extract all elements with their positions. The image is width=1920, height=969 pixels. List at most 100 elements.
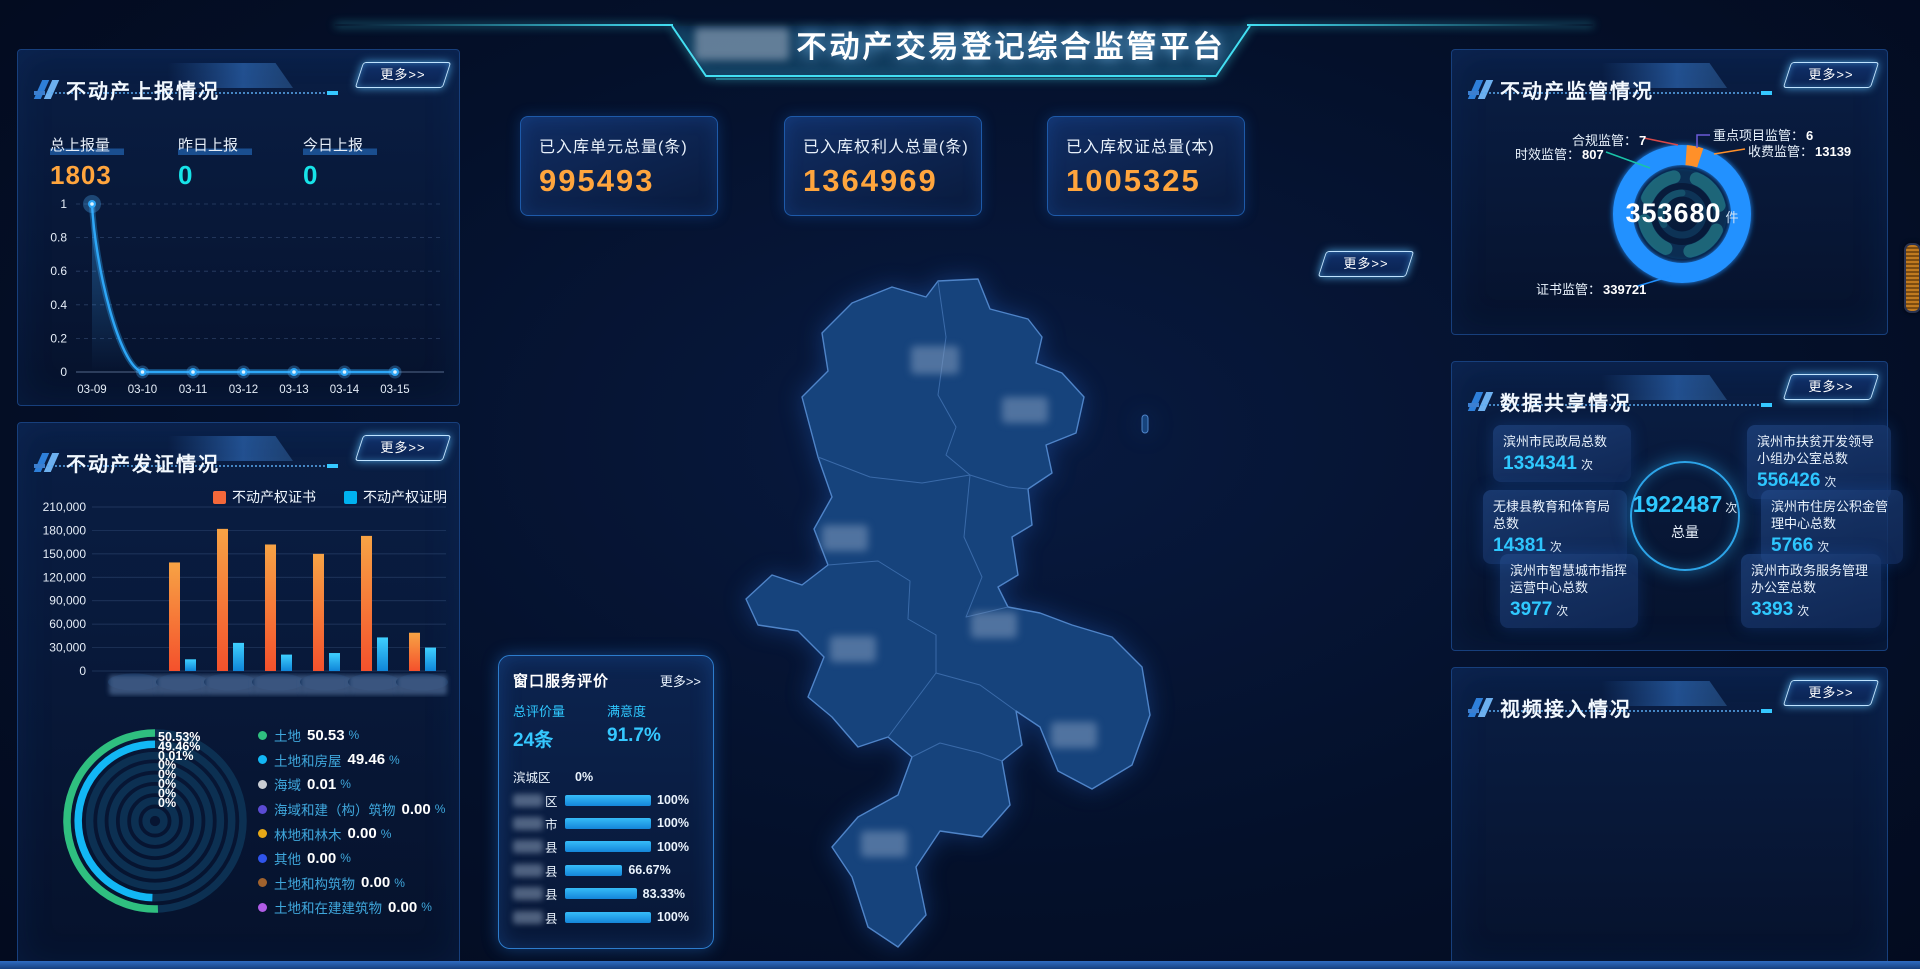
window-service-stats: 总评价量 24条 满意度 91.7% bbox=[513, 701, 701, 752]
legend-dot bbox=[258, 779, 267, 789]
censored-district-name bbox=[513, 910, 543, 924]
stat-total-ratings: 总评价量 24条 bbox=[513, 704, 566, 751]
stat-satisfaction: 满意度 91.7% bbox=[607, 704, 661, 746]
page-title: 不动产交易登记综合监管平台 bbox=[796, 31, 1226, 64]
censored-map-label bbox=[1051, 722, 1097, 748]
window-service-more-link[interactable]: 更多>> bbox=[659, 674, 701, 689]
rating-bar bbox=[565, 911, 651, 923]
service-row: 区 100% bbox=[513, 788, 701, 811]
stat-card-certs: 已入库权证总量(本) 1005325 bbox=[1047, 116, 1245, 216]
slash-icon bbox=[36, 80, 58, 99]
region-map[interactable] bbox=[740, 275, 1190, 969]
svg-text:210,000: 210,000 bbox=[43, 500, 87, 514]
legend-dot bbox=[258, 878, 267, 888]
header-trapezoid bbox=[671, 25, 1251, 80]
svg-text:30,000: 30,000 bbox=[49, 641, 86, 655]
svg-text:0%: 0% bbox=[158, 777, 176, 791]
panel-issuance: 不动产发证情况 更多>> 不动产权证书 不动产权证明 0 30,000 60,000… bbox=[17, 422, 460, 969]
service-row: 县 100% bbox=[513, 835, 701, 858]
map-more-button[interactable]: 更多>> bbox=[1317, 251, 1415, 277]
svg-text:03-15: 03-15 bbox=[380, 384, 409, 396]
svg-text:03-14: 03-14 bbox=[330, 384, 360, 396]
sharing-box-poverty-alleviation: 滨州市扶贫开发领导小组办公室总数 556426 次 bbox=[1747, 425, 1891, 499]
svg-text:60,000: 60,000 bbox=[49, 617, 86, 631]
sharing-box-smart-city: 滨州市智慧城市指挥运营中心总数 3977 次 bbox=[1500, 554, 1638, 628]
svg-text:03-12: 03-12 bbox=[229, 384, 258, 396]
issuance-type-radial-chart: 50.53%49.46%0.01%0%0%0%0%0% bbox=[63, 729, 247, 913]
stat-card-holders: 已入库权利人总量(条) 1364969 bbox=[784, 116, 982, 216]
svg-text:0.8: 0.8 bbox=[50, 231, 67, 245]
rating-bar bbox=[565, 817, 651, 829]
service-row: 县 66.67% bbox=[513, 859, 701, 882]
sharing-more-button[interactable]: 更多>> bbox=[1782, 374, 1880, 400]
video-more-button[interactable]: 更多>> bbox=[1782, 680, 1880, 706]
stat-card-units: 已入库单元总量(条) 995493 bbox=[520, 116, 718, 216]
radial-legend-item: 土地和构筑物 0.00% bbox=[258, 871, 456, 896]
panel-sharing-header: 数据共享情况 更多>> bbox=[1452, 362, 1887, 426]
legend-dot bbox=[258, 902, 267, 912]
censored-map-label bbox=[861, 831, 907, 857]
panel-window-service: 窗口服务评价 更多>> 总评价量 24条 满意度 91.7% 滨城区 0% 区 100… bbox=[498, 655, 714, 949]
censored-map-label bbox=[822, 525, 868, 551]
report-stats: 总上报量 1803 昨日上报 0 今日上报 0 bbox=[18, 134, 459, 198]
panel-data-sharing: 数据共享情况 更多>> 滨州市民政局总数 1334341 次 无棣县教育和体育局总… bbox=[1451, 361, 1903, 651]
scrollbar-thumb[interactable] bbox=[1904, 243, 1920, 313]
report-trend-line-chart: 0 0.2 0.4 0.6 0.8 1 03-09 03-10 03-11 03-12 03-13 0… bbox=[50, 195, 444, 396]
svg-text:0: 0 bbox=[79, 664, 86, 678]
svg-text:03-13: 03-13 bbox=[279, 384, 308, 396]
rating-bar bbox=[565, 888, 637, 900]
header-dotted-line bbox=[1468, 709, 1772, 713]
panel-video-header: 视频接入情况 更多>> bbox=[1452, 668, 1887, 732]
service-row: 县 100% bbox=[513, 905, 701, 928]
panel-supervision: 不动产监管情况 更多>> 353680 件 时效监管： 807 合规监管： 7 重点项… bbox=[1451, 49, 1888, 335]
header-dotted-line bbox=[34, 91, 338, 95]
bottom-edge bbox=[0, 961, 1920, 969]
sharing-box-civil-affairs: 滨州市民政局总数 1334341 次 bbox=[1493, 425, 1631, 482]
legend-item-proof: 不动产权证明 bbox=[344, 487, 447, 507]
censored-district-name bbox=[513, 793, 543, 807]
legend-dot bbox=[258, 804, 267, 814]
radial-chart-legend: 土地 50.53% 土地和房屋 49.46% 海域 0.01% 海域和建（构）筑物 0.00%… bbox=[258, 723, 456, 920]
panel-report-title: 不动产上报情况 bbox=[66, 80, 220, 103]
issuance-more-button[interactable]: 更多>> bbox=[354, 435, 452, 461]
window-service-title: 窗口服务评价 bbox=[513, 673, 610, 690]
censored-district-name bbox=[513, 840, 543, 854]
radial-legend-item: 海域 0.01% bbox=[258, 772, 456, 797]
svg-text:03-10: 03-10 bbox=[128, 384, 157, 396]
callout-timeliness: 时效监管： 807 bbox=[1515, 147, 1604, 162]
sharing-box-gov-service: 滨州市政务服务管理办公室总数 3393 次 bbox=[1741, 554, 1881, 628]
svg-text:0.2: 0.2 bbox=[50, 331, 67, 345]
censored-map-label bbox=[1002, 397, 1048, 423]
svg-text:0.01%: 0.01% bbox=[158, 749, 193, 763]
radial-legend-item: 林地和林木 0.00% bbox=[258, 821, 456, 846]
svg-text:03-11: 03-11 bbox=[179, 384, 208, 396]
bar-chart-legend: 不动产权证书 不动产权证明 bbox=[213, 487, 447, 507]
sharing-total-circle: 1922487 次 总量 bbox=[1630, 461, 1740, 571]
panel-supervision-title: 不动产监管情况 bbox=[1500, 80, 1654, 103]
header-band bbox=[168, 436, 293, 461]
panel-report-header: 不动产上报情况 更多>> bbox=[18, 50, 459, 114]
sharing-box-education: 无棣县教育和体育局总数 14381 次 bbox=[1483, 490, 1627, 564]
radial-legend-item: 土地 50.53% bbox=[258, 723, 456, 748]
rating-bar bbox=[565, 794, 651, 806]
svg-text:150,000: 150,000 bbox=[43, 547, 87, 561]
header-band bbox=[1602, 63, 1727, 88]
issuance-bar-chart: 0 30,000 60,000 90,000 120,000 150,000 180,000… bbox=[43, 500, 448, 695]
rating-bar bbox=[565, 864, 623, 876]
panel-video-title: 视频接入情况 bbox=[1500, 698, 1632, 721]
service-row: 市 100% bbox=[513, 812, 701, 835]
header-band bbox=[1602, 375, 1727, 400]
slash-icon bbox=[1470, 392, 1492, 411]
donut-center-total: 353680 件 bbox=[1625, 198, 1739, 228]
legend-dot bbox=[258, 829, 267, 839]
supervision-donut-chart bbox=[1605, 134, 1751, 287]
svg-text:120,000: 120,000 bbox=[43, 570, 87, 584]
rating-bar bbox=[565, 841, 651, 853]
svg-text:0: 0 bbox=[60, 365, 67, 379]
panel-supervision-header: 不动产监管情况 更多>> bbox=[1452, 50, 1887, 114]
header-band bbox=[1602, 681, 1727, 706]
header-line-left bbox=[335, 24, 673, 26]
panel-video-access: 视频接入情况 更多>> bbox=[1451, 667, 1888, 969]
legend-item-certificate: 不动产权证书 bbox=[213, 487, 316, 507]
callout-fees: 收费监管： 13139 bbox=[1748, 144, 1852, 159]
